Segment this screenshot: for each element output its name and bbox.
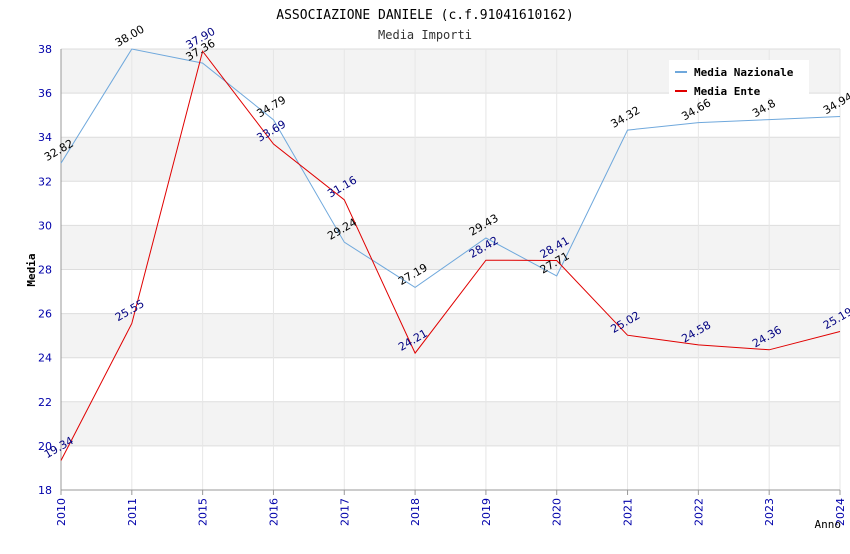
y-tick-label: 22 — [38, 396, 52, 409]
legend-box — [669, 60, 809, 98]
x-tick-label: 2024 — [834, 498, 847, 526]
grid-bands — [61, 49, 840, 490]
x-tick-label: 2020 — [551, 498, 564, 526]
grid-band — [61, 357, 840, 402]
grid-band — [61, 137, 840, 182]
y-tick-label: 18 — [38, 484, 52, 497]
y-tick-label: 30 — [38, 219, 52, 232]
x-axis-ticks: 2010 2011 2015 2016 2017 2018 2019 2020 2021 2022… — [55, 490, 847, 526]
chart-title: ASSOCIAZIONE DANIELE (c.f.91041610162) — [276, 8, 573, 23]
x-tick-label: 2022 — [692, 498, 705, 526]
grid-lines — [60, 48, 841, 491]
y-tick-label: 36 — [38, 87, 52, 100]
chart-subtitle: Media Importi — [378, 28, 472, 42]
grid-band — [61, 445, 840, 490]
x-tick-label: 2017 — [338, 498, 351, 526]
legend: Media Nazionale Media Ente — [669, 60, 809, 98]
series-line-ente — [60, 50, 841, 461]
y-axis-label: Media — [25, 253, 38, 286]
grid-band — [61, 181, 840, 226]
y-axis-ticks: 18 20 22 24 26 28 30 32 34 36 38 — [38, 43, 52, 497]
x-tick-label: 2021 — [622, 498, 635, 526]
y-tick-label: 34 — [38, 131, 52, 144]
legend-label: Media Ente — [694, 85, 761, 98]
y-tick-label: 24 — [38, 352, 52, 365]
data-label: 38.00 — [113, 23, 147, 50]
x-tick-label: 2019 — [480, 498, 493, 526]
x-tick-label: 2011 — [126, 498, 139, 526]
grid-band — [61, 401, 840, 446]
x-tick-label: 2023 — [763, 498, 776, 526]
x-tick-label: 2016 — [267, 498, 280, 526]
x-axis-label: Anno — [815, 518, 842, 531]
x-tick-label: 2015 — [197, 498, 210, 526]
x-tick-label: 2010 — [55, 498, 68, 526]
x-tick-label: 2018 — [409, 498, 422, 526]
y-tick-label: 32 — [38, 175, 52, 188]
series-lines — [60, 48, 841, 461]
legend-label: Media Nazionale — [694, 66, 794, 79]
y-tick-label: 38 — [38, 43, 52, 56]
y-tick-label: 20 — [38, 440, 52, 453]
y-tick-label: 26 — [38, 308, 52, 321]
grid-band — [61, 313, 840, 358]
y-tick-label: 28 — [38, 264, 52, 277]
grid-band — [61, 93, 840, 138]
series-line-nazionale — [60, 48, 841, 289]
